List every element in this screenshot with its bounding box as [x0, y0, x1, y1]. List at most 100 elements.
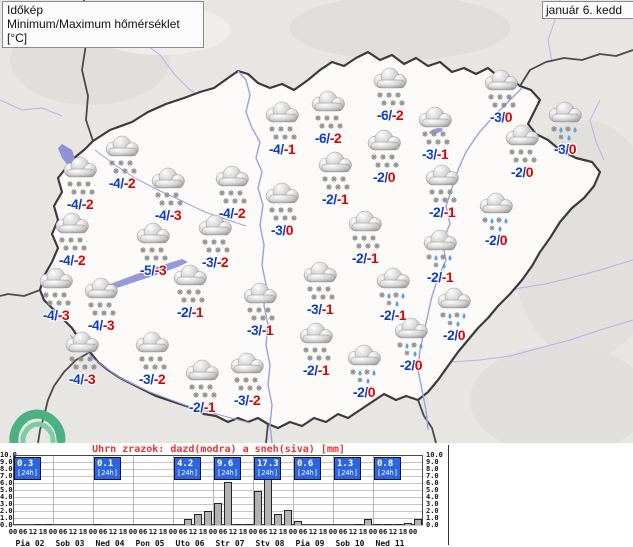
y-axis-label-left: 0.0 [0, 521, 13, 529]
temperature-label: -4/-3 [42, 307, 70, 323]
green-arc-logo [9, 409, 66, 443]
precip-bar [414, 519, 422, 525]
x-tick-label: 12 [228, 528, 238, 536]
temperature-label: -3/-1 [246, 322, 274, 338]
snow-cloud-icon [365, 129, 403, 171]
precip-bar [244, 524, 252, 525]
station-layer: -4/-2 -4/-2 -4/-1 -4/-3 -4/-2 -3/0 -6/-2 -6/-2 -… [37, 67, 584, 415]
temperature-label: -4/-3 [87, 317, 115, 333]
sleet-cloud-icon [477, 192, 515, 234]
daily-total-value: 9.6 [217, 459, 234, 469]
daily-total-window: [24h] [97, 469, 119, 477]
day-gridline [133, 455, 134, 525]
day-gridline [373, 455, 374, 525]
x-tick-label: 18 [118, 528, 128, 536]
sleet-cloud-icon [345, 344, 383, 386]
snow-cloud-icon [82, 277, 120, 319]
day-label: Ned 11 [375, 539, 405, 547]
temperature-label: -2/0 [399, 357, 423, 373]
temperature-label: -3/0 [270, 222, 294, 238]
daily-total-value: 1.3 [337, 459, 354, 469]
y-axis-label-left: 8.0 [0, 465, 13, 473]
x-tick-label: 18 [38, 528, 48, 536]
x-tick-label: 18 [358, 528, 368, 536]
weather-map: -4/-2 -4/-2 -4/-1 -4/-3 -4/-2 -3/0 -6/-2 -6/-2 -… [0, 0, 633, 443]
day-label: Pon 05 [135, 539, 165, 547]
y-axis-label-right: 10.0 [426, 451, 443, 459]
x-tick-label: 06 [378, 528, 388, 536]
precip-bar [404, 523, 412, 525]
daily-total-window: [24h] [177, 469, 199, 477]
daily-total-window: [24h] [337, 469, 359, 477]
precip-bar [184, 519, 192, 525]
x-tick-label: 00 [8, 528, 18, 536]
lake-ferto [58, 144, 76, 168]
precip-bar [214, 503, 222, 525]
temperature-label: -4/-1 [268, 141, 296, 157]
snow-cloud-icon [133, 331, 171, 373]
temperature-label: -6/-2 [314, 130, 342, 146]
precip-bar [34, 524, 42, 525]
day-label: Sob 10 [335, 539, 365, 547]
daily-total-window: [24h] [217, 469, 239, 477]
y-axis-label-left: 4.0 [0, 493, 13, 501]
temperature-label: -4/-2 [66, 196, 94, 212]
y-axis-label-right: 5.0 [426, 486, 439, 494]
day-label: Pia 09 [295, 539, 325, 547]
y-axis-label-left: 1.0 [0, 514, 13, 522]
x-tick-label: 00 [328, 528, 338, 536]
x-tick-label: 00 [128, 528, 138, 536]
gridline [13, 490, 423, 491]
y-axis-label-right: 7.0 [426, 472, 439, 480]
temperature-label: -3/-2 [233, 392, 261, 408]
x-tick-label: 00 [248, 528, 258, 536]
precip-bar [224, 482, 232, 525]
x-tick-label: 12 [108, 528, 118, 536]
date-label: január 6. kedd [542, 1, 633, 19]
snow-cloud-icon [134, 222, 172, 264]
x-tick-label: 18 [78, 528, 88, 536]
x-tick-label: 00 [168, 528, 178, 536]
day-gridline [173, 455, 174, 525]
y-axis-label-left: 9.0 [0, 458, 13, 466]
x-tick-label: 18 [198, 528, 208, 536]
snow-cloud-icon [53, 212, 91, 254]
precip-bar [234, 524, 242, 525]
sleet-cloud-icon [546, 101, 584, 143]
precip-bar [294, 521, 302, 525]
x-tick-label: 00 [208, 528, 218, 536]
x-tick-label: 06 [298, 528, 308, 536]
lake-balaton [102, 259, 188, 291]
snow-cloud-icon [63, 331, 101, 373]
sleet-cloud-icon [435, 287, 473, 329]
y-axis-label-left: 2.0 [0, 507, 13, 515]
y-axis-label-right: 0.0 [426, 521, 439, 529]
gridline [13, 497, 423, 498]
temperature-label: -2/-1 [426, 269, 454, 285]
snow-cloud-icon [37, 267, 75, 309]
y-axis-label-left: 3.0 [0, 500, 13, 508]
temperature-label: -4/-2 [218, 205, 246, 221]
daily-total-value: 0.3 [17, 459, 34, 469]
panel-divider [448, 445, 449, 545]
x-tick-label: 06 [18, 528, 28, 536]
precip-bar [274, 514, 282, 525]
x-tick-label: 00 [408, 528, 418, 536]
x-tick-label: 12 [348, 528, 358, 536]
snow-cloud-icon [309, 90, 347, 132]
snow-cloud-icon [196, 214, 234, 256]
x-tick-label: 06 [218, 528, 228, 536]
day-gridline [53, 455, 54, 525]
daily-total-window: [24h] [297, 469, 319, 477]
daily-total-value: 0.1 [97, 459, 114, 469]
temperature-label: -2/0 [484, 232, 508, 248]
y-axis-label-right: 1.0 [426, 514, 439, 522]
snow-cloud-icon [423, 164, 461, 206]
daily-total-box: 4.2 [24h] [174, 457, 201, 480]
precip-bar [354, 524, 362, 525]
snow-cloud-icon [263, 101, 301, 143]
x-tick-label: 12 [68, 528, 78, 536]
daily-total-box: 0.1 [24h] [94, 457, 121, 480]
temperature-label: -2/-1 [321, 191, 349, 207]
gridline [13, 525, 423, 526]
